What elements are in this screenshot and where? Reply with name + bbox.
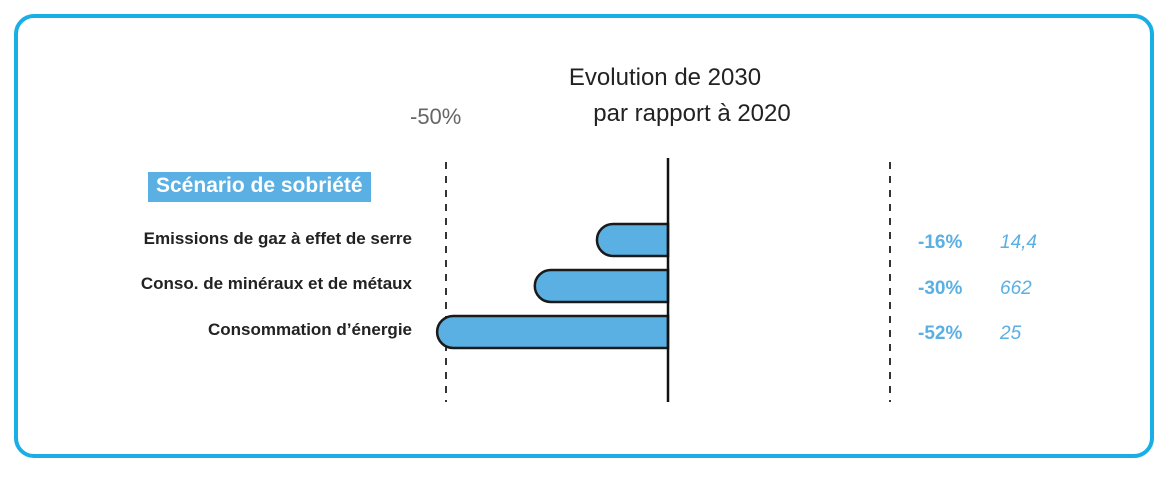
bar-1 — [533, 268, 670, 304]
bar-0 — [595, 222, 670, 258]
bar-2 — [435, 314, 670, 350]
scenario-badge: Scénario de sobriété — [148, 172, 371, 202]
category-label-energy: Consommation d’énergie — [207, 320, 412, 339]
reference-label: -50% — [410, 104, 462, 129]
chart-title: Evolution de 2030 par rapport à 2020 — [470, 60, 860, 132]
value-label-emissions: -16% — [918, 232, 963, 253]
absolute-label-minerals: 662 — [1000, 278, 1032, 299]
chart-title-line1: Evolution de 2030 — [568, 64, 762, 91]
absolute-label-energy: 25 — [1000, 323, 1022, 344]
chart-title-line2: par rapport à 2020 — [593, 100, 791, 127]
absolute-label-emissions: 14,4 — [1000, 232, 1037, 253]
category-label-emissions: Emissions de gaz à effet de serre — [143, 229, 412, 248]
value-label-minerals: -30% — [918, 278, 963, 299]
chart-frame — [14, 14, 1154, 458]
category-label-minerals: Conso. de minéraux et de métaux — [140, 274, 412, 293]
value-label-energy: -52% — [918, 323, 963, 344]
